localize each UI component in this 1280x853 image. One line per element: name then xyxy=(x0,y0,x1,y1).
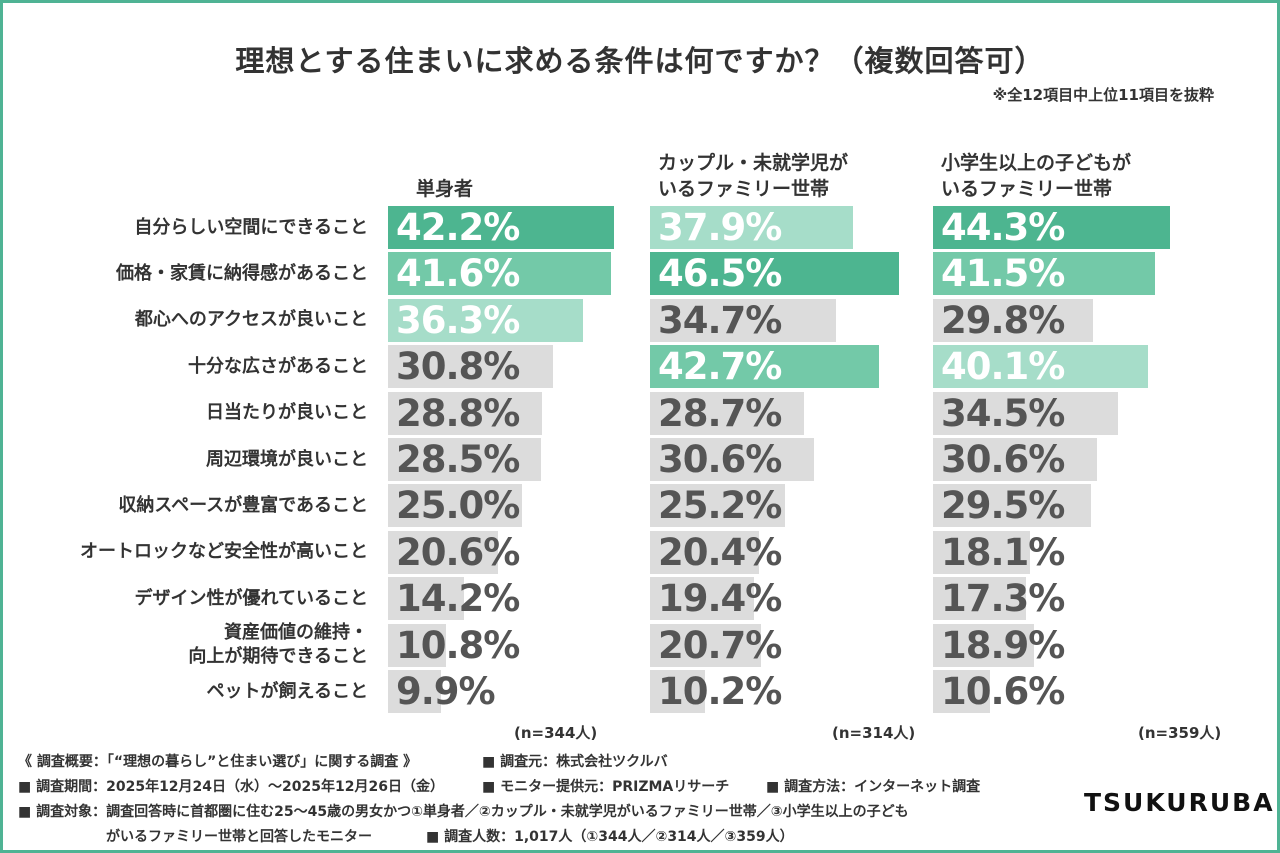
data-label: 10.2% xyxy=(658,670,782,713)
footer-survey-target: ■ 調査対象：調査回答時に首都圏に住む25〜45歳の男女かつ①単身者／②カップル… xyxy=(18,804,909,820)
category-label: ペットが飼えること xyxy=(206,680,368,702)
bar xyxy=(388,345,554,389)
category-label: 資産価値の維持・ 向上が期待できること xyxy=(188,622,368,668)
category-label: 収納スペースが豊富であること xyxy=(118,494,368,516)
data-label: 14.2% xyxy=(396,577,520,621)
data-label: 18.9% xyxy=(941,623,1065,667)
bar xyxy=(388,298,583,342)
footer-monitor-provider: ■ モニター提供元：PRIZMAリサーチ xyxy=(482,779,730,795)
data-label: 41.6% xyxy=(396,252,520,296)
bar xyxy=(650,577,754,621)
data-label: 29.8% xyxy=(941,298,1065,342)
category-label: 十分な広さがあること xyxy=(188,355,368,377)
bar xyxy=(933,438,1097,481)
bar xyxy=(388,670,442,713)
footer-survey-target-cont: がいるファミリー世帯と回答したモニター xyxy=(106,829,372,845)
category-label: 周辺環境が良いこと xyxy=(206,448,368,470)
sample-size-label: (n=359人) xyxy=(1138,724,1222,742)
sample-size-label: (n=314人) xyxy=(832,724,916,742)
footer-survey-source: ■ 調査元：株式会社ツクルバ xyxy=(482,754,668,770)
bar xyxy=(388,623,446,667)
data-label: 17.3% xyxy=(941,577,1065,621)
data-label: 41.5% xyxy=(941,252,1065,296)
bar xyxy=(650,345,879,389)
data-label: 20.7% xyxy=(658,623,782,667)
data-label: 9.9% xyxy=(396,670,496,713)
data-label: 34.5% xyxy=(941,391,1065,435)
data-label: 42.2% xyxy=(396,206,520,249)
bar xyxy=(933,252,1156,296)
bar xyxy=(650,391,804,435)
data-label: 25.0% xyxy=(396,484,520,528)
data-label: 37.9% xyxy=(658,206,782,249)
bar xyxy=(388,530,499,574)
bar xyxy=(650,484,786,528)
data-label: 46.5% xyxy=(658,252,782,296)
data-label: 10.8% xyxy=(396,623,520,667)
category-label: 日当たりが良いこと xyxy=(206,402,368,424)
data-label: 29.5% xyxy=(941,484,1065,528)
category-label: オートロックなど安全性が高いこと xyxy=(80,541,368,563)
bar xyxy=(933,391,1118,435)
bar xyxy=(650,623,761,667)
footer-survey-method: ■ 調査方法：インターネット調査 xyxy=(766,779,981,795)
series-header: 小学生以上の子どもが いるファミリー世帯 xyxy=(941,152,1132,200)
data-label: 40.1% xyxy=(941,345,1065,389)
chart-title: 理想とする住まいに求める条件は何ですか？（複数回答可） xyxy=(235,44,1045,78)
footer-survey-count: ■ 調査人数：1,017人（①344人／②314人／③359人） xyxy=(426,829,794,845)
bar xyxy=(933,530,1030,574)
bar xyxy=(388,577,465,621)
bar xyxy=(933,345,1148,389)
bar xyxy=(933,577,1026,621)
data-label: 28.8% xyxy=(396,391,520,435)
bar xyxy=(388,391,543,435)
bar xyxy=(388,206,615,249)
series-header: 単身者 xyxy=(416,178,474,200)
category-label: 自分らしい空間にできること xyxy=(134,216,368,238)
footer-survey-overview: 《 調査概要：「“理想の暮らし”と住まい選び」に関する調査 》 xyxy=(18,754,418,770)
data-label: 36.3% xyxy=(396,298,520,342)
bar xyxy=(933,670,990,713)
data-label: 20.4% xyxy=(658,530,782,574)
bar xyxy=(650,206,854,249)
bar xyxy=(933,206,1171,249)
data-label: 42.7% xyxy=(658,345,782,389)
data-label: 10.6% xyxy=(941,670,1065,713)
sample-size-label: (n=344人) xyxy=(514,724,598,742)
category-label: 価格・家賃に納得感があること xyxy=(116,262,368,284)
data-label: 18.1% xyxy=(941,530,1065,574)
bar xyxy=(650,252,900,296)
data-label: 30.8% xyxy=(396,345,520,389)
category-label: デザイン性が優れていること xyxy=(134,587,368,609)
data-label: 19.4% xyxy=(658,577,782,621)
bar xyxy=(933,484,1092,528)
bar xyxy=(650,298,836,342)
category-label: 都心へのアクセスが良いこと xyxy=(134,309,368,331)
bar xyxy=(388,484,522,528)
chart-note: ※全12項目中上位11項目を抜粋 xyxy=(992,86,1214,104)
data-label: 30.6% xyxy=(658,438,782,481)
bar xyxy=(388,252,611,296)
data-label: 25.2% xyxy=(658,484,782,528)
series-header: カップル・未就学児が いるファミリー世帯 xyxy=(658,152,849,200)
data-label: 20.6% xyxy=(396,530,520,574)
bar xyxy=(650,438,814,481)
bar xyxy=(933,623,1035,667)
footer-survey-period: ■ 調査期間：2025年12月24日（水）〜2025年12月26日（金） xyxy=(18,779,444,795)
tsukuruba-logo: TSUKURUBA xyxy=(1084,788,1275,817)
bar xyxy=(650,530,760,574)
bar xyxy=(388,438,541,481)
data-label: 30.6% xyxy=(941,438,1065,481)
data-label: 44.3% xyxy=(941,206,1065,249)
data-label: 28.7% xyxy=(658,391,782,435)
data-label: 34.7% xyxy=(658,298,782,342)
bar xyxy=(650,670,705,713)
bar xyxy=(933,298,1093,342)
data-label: 28.5% xyxy=(396,438,520,481)
